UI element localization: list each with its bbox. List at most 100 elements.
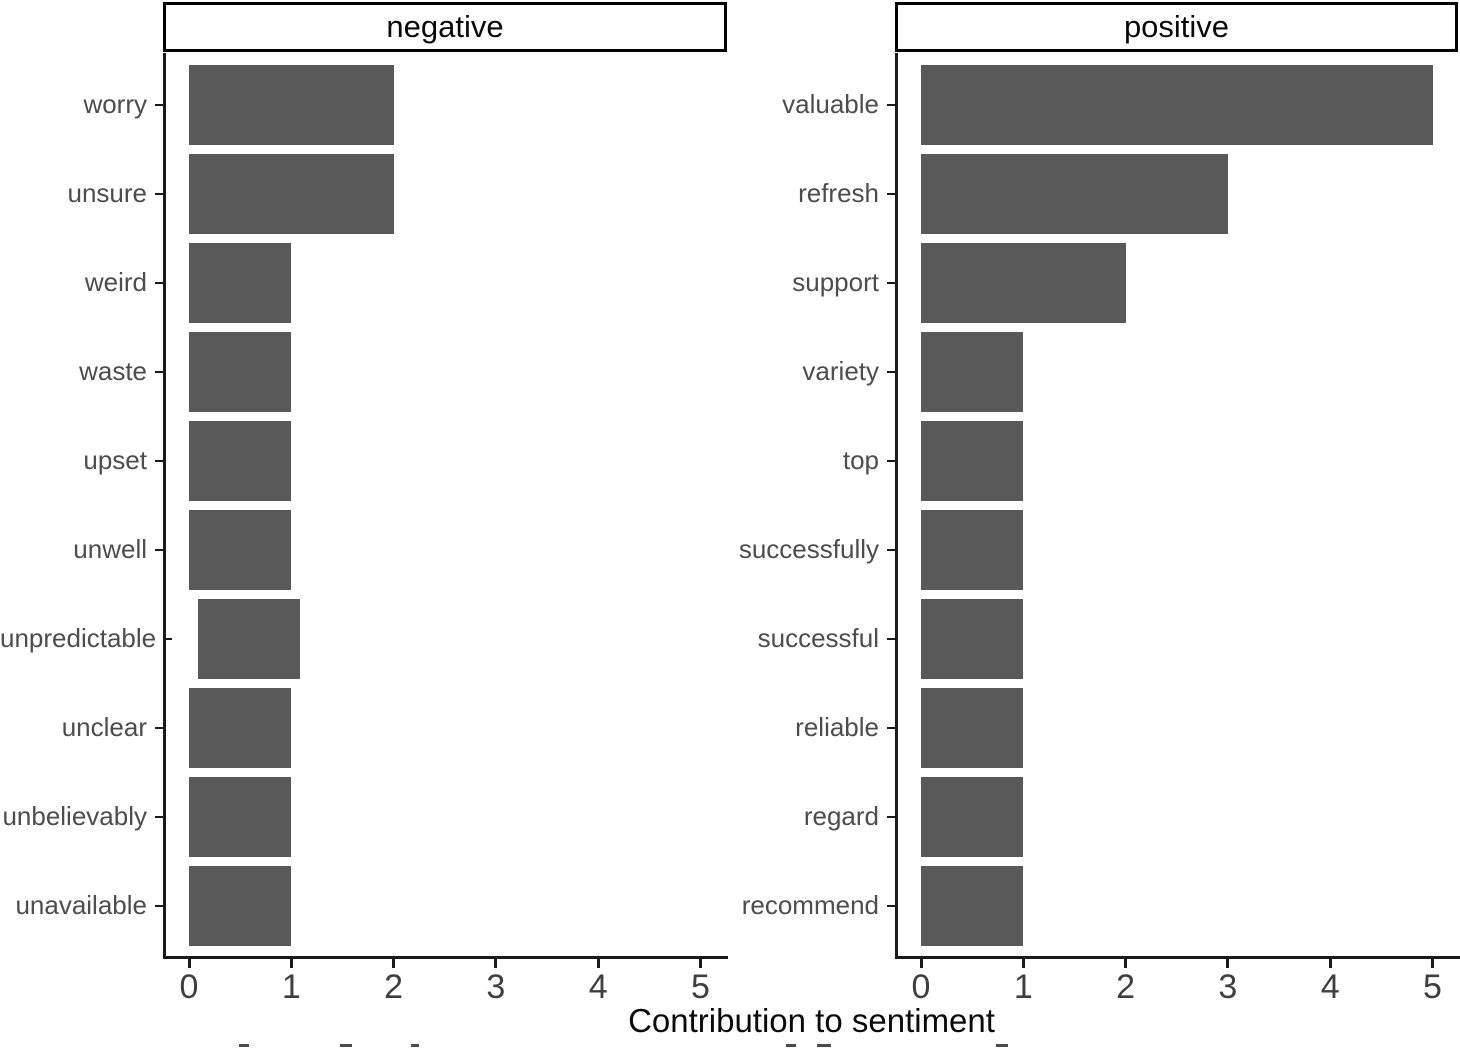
rows: valuable refresh support variety top [727, 60, 1460, 950]
x-tick-label: 4 [1320, 968, 1340, 1006]
category-label: successful [757, 623, 879, 653]
category-label: variety [802, 356, 879, 386]
bar-cell [163, 149, 727, 238]
bar-row: support [727, 238, 1460, 327]
y-axis-line [163, 53, 166, 956]
bar-cell [895, 60, 1460, 149]
facet-negative: negative worry unsure weird waste upset [0, 0, 728, 1049]
bar-row: successfully [727, 505, 1460, 594]
x-tick-mark [1328, 959, 1332, 968]
x-tick-label: 3 [486, 968, 506, 1006]
category-label: unavailable [15, 890, 147, 920]
bar [921, 242, 1126, 323]
y-tick-mark [155, 548, 163, 551]
x-tick-mark [1431, 959, 1434, 968]
bar-row: valuable [727, 60, 1460, 149]
bar-row: variety [727, 327, 1460, 416]
bar-cell [895, 505, 1460, 594]
category-label: top [842, 445, 879, 475]
x-tick-label: 0 [179, 968, 199, 1006]
category-label: refresh [798, 178, 879, 208]
rows: worry unsure weird waste upset unwe [0, 60, 727, 950]
bar [921, 331, 1023, 412]
bar [189, 865, 291, 946]
bar-cell [163, 60, 727, 149]
bar [921, 776, 1023, 857]
facet-strip-label: positive [1123, 9, 1230, 44]
bar [921, 509, 1023, 590]
y-tick-mark [164, 637, 173, 640]
bar [921, 687, 1023, 768]
bar [189, 64, 394, 145]
category-label: support [792, 267, 879, 297]
bar-cell [163, 772, 727, 861]
category-label: upset [83, 445, 147, 475]
bar-row: unbelievably [0, 772, 727, 861]
bar-row: unpredictable [0, 594, 727, 683]
category-label: weird [84, 267, 147, 297]
x-axis-ticks: 0 1 2 3 4 5 [895, 959, 1460, 1019]
bar-cell [895, 772, 1460, 861]
bar [921, 420, 1023, 501]
bar-cell [163, 505, 727, 594]
x-tick-label: 5 [691, 968, 710, 1006]
y-tick-mark [155, 904, 163, 907]
y-tick-mark [155, 281, 163, 284]
x-axis-title: Contribution to sentiment [628, 1002, 995, 1039]
bar-row: reliable [727, 683, 1460, 772]
x-axis-ticks: 0 1 2 3 4 5 [163, 959, 728, 1019]
bar-cell [895, 594, 1460, 683]
facet-strip-positive: positive [895, 2, 1458, 52]
category-label: unbelievably [2, 801, 147, 831]
x-tick-mark [1124, 959, 1128, 968]
bar-row: worry [0, 60, 727, 149]
x-tick-label: 2 [384, 968, 404, 1006]
bar-cell [895, 416, 1460, 505]
x-tick-label: 0 [911, 968, 931, 1006]
y-tick-mark [887, 192, 895, 195]
bar-row: unavailable [0, 861, 727, 950]
bar-row: recommend [727, 861, 1460, 950]
y-tick-mark [887, 548, 895, 551]
facet-positive: positive valuable refresh support variet… [727, 0, 1460, 1049]
y-tick-mark [155, 103, 163, 106]
bar-row: top [727, 416, 1460, 505]
bar-cell [895, 149, 1460, 238]
category-label: reliable [795, 712, 879, 742]
y-tick-mark [887, 637, 895, 640]
y-tick-mark [155, 815, 163, 818]
bar-row: refresh [727, 149, 1460, 238]
x-tick-mark [1021, 959, 1025, 968]
category-label: valuable [782, 89, 879, 119]
facet-strip-negative: negative [163, 2, 727, 52]
x-tick-mark [494, 959, 498, 968]
y-tick-mark [887, 459, 895, 462]
bar [921, 865, 1023, 946]
y-tick-mark [887, 370, 895, 373]
bar [921, 598, 1023, 679]
category-label: unsure [67, 178, 148, 208]
bar-cell [163, 683, 727, 772]
category-label: unwell [73, 534, 147, 564]
x-tick-mark [596, 959, 600, 968]
x-tick-label: 4 [588, 968, 608, 1006]
category-label: unclear [61, 712, 147, 742]
bar [921, 64, 1433, 145]
y-tick-mark [887, 815, 895, 818]
bar-row: unwell [0, 505, 727, 594]
bar [189, 331, 291, 412]
category-label: regard [803, 801, 879, 831]
x-tick-mark [289, 959, 293, 968]
y-tick-mark [155, 370, 163, 373]
x-tick-mark [392, 959, 396, 968]
x-tick-mark [1226, 959, 1230, 968]
category-label: unpredictable [0, 623, 157, 653]
y-tick-mark [155, 459, 163, 462]
facet-strip-label: negative [386, 9, 504, 44]
bar [189, 420, 291, 501]
x-tick-mark [699, 959, 702, 968]
x-tick-label: 3 [1218, 968, 1238, 1006]
x-tick-label: 2 [1116, 968, 1136, 1006]
category-label: waste [79, 356, 147, 386]
